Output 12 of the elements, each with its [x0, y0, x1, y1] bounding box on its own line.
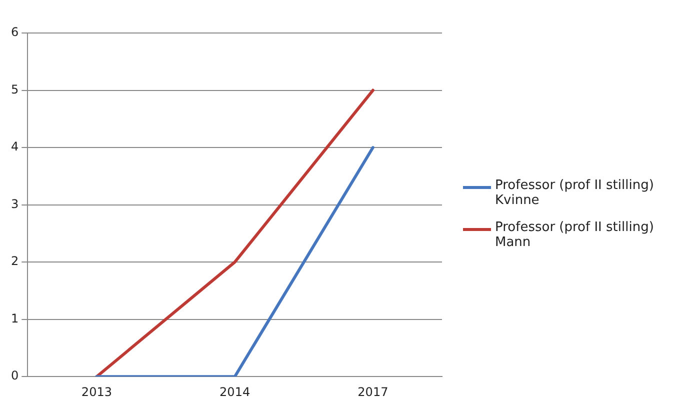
x-tick-label: 2017	[358, 384, 388, 399]
legend-label: Professor (prof II stilling) Kvinne	[495, 178, 655, 208]
x-tick-label: 2014	[220, 384, 250, 399]
x-tick-label: 2013	[81, 384, 112, 399]
y-tick-label: 5	[10, 82, 19, 96]
y-tick-label: 4	[10, 140, 19, 154]
y-tick-label: 3	[10, 196, 19, 211]
legend-label: Professor (prof II stilling) Mann	[495, 220, 655, 250]
y-tick-label: 2	[10, 254, 19, 268]
y-tick-label: 1	[10, 311, 19, 326]
y-tick-label: 0	[10, 368, 19, 383]
y-tick-label: 6	[10, 25, 19, 40]
